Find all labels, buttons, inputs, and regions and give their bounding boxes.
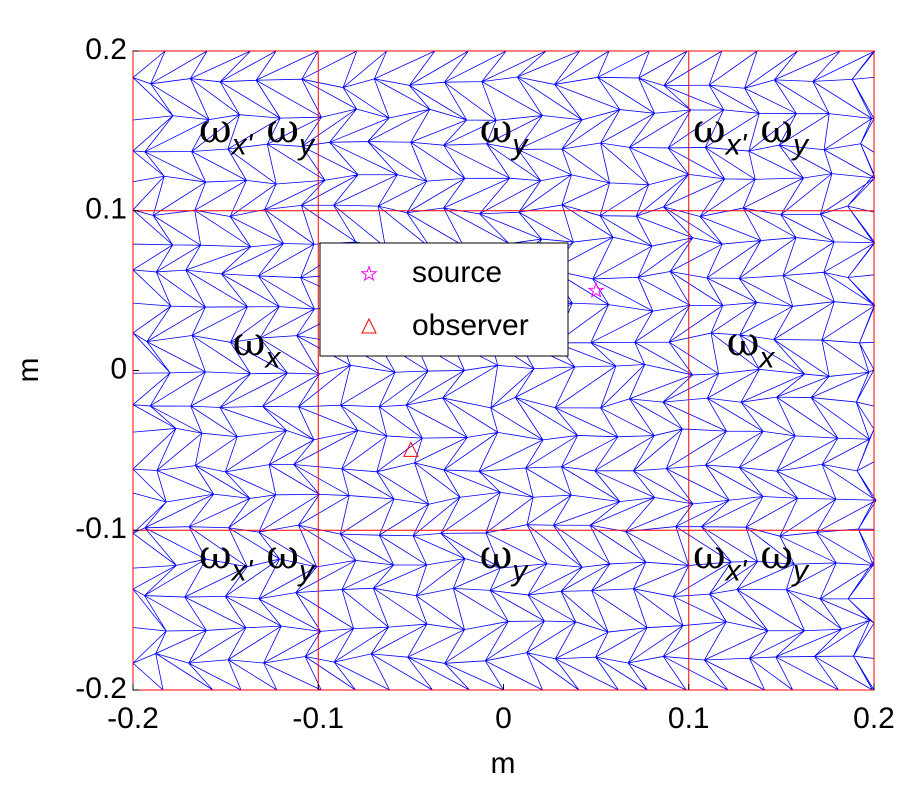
x-tick-label: 0.2 [853,702,895,735]
y-tick-label: 0 [110,352,127,385]
region-label: ωx' ωy [199,533,316,588]
region-label: ωx [233,320,282,375]
region-symbol: ω [199,107,232,153]
region-subscript: y [297,554,316,587]
legend-marker [361,317,377,334]
y-tick-label: 0.2 [85,33,127,66]
legend-box [319,242,569,357]
region-subscript: x' [230,554,254,587]
region-symbol: ω [233,320,266,366]
x-tick-label: 0.1 [668,702,710,735]
region-symbol: ω [693,107,726,153]
legend-label: source [412,256,502,289]
x-axis-label: m [491,747,516,780]
region-label: ωx' ωy [693,107,810,162]
region-symbol: ω [760,107,793,153]
region-subscript: x [263,341,281,374]
region-label: ωx' ωy [199,107,316,162]
region-subscript: y [510,128,529,161]
y-tick-label: 0.1 [85,193,127,226]
region-symbol: ω [266,533,299,579]
region-subscript: y [791,554,810,587]
region-subscript: x' [724,554,748,587]
x-tick-label: -0.1 [292,702,344,735]
region-subscript: y [510,554,529,587]
y-axis-label: m [12,358,45,383]
region-subscript: y [297,128,316,161]
x-tick-label: -0.2 [107,702,159,735]
region-symbol: ω [266,107,299,153]
region-subscript: y [791,128,810,161]
region-label: ωy [480,107,530,162]
data-point [403,441,419,457]
region-symbol: ω [480,533,513,579]
region-subscript: x [757,341,775,374]
region-symbol: ω [727,320,760,366]
legend-label: observer [412,309,529,342]
region-symbol: ω [693,533,726,579]
y-tick-label: -0.2 [75,672,127,705]
region-label: ωx [727,320,776,375]
legend-marker [360,264,378,282]
y-tick-label: -0.1 [75,512,127,545]
region-symbol: ω [199,533,232,579]
x-tick-label: 0 [495,702,512,735]
data-point [587,281,605,298]
region-symbol: ω [760,533,793,579]
region-subscript: x' [230,128,254,161]
region-label: ωx' ωy [693,533,810,588]
region-subscript: x' [724,128,748,161]
region-label: ωy [480,533,530,588]
region-symbol: ω [480,107,513,153]
